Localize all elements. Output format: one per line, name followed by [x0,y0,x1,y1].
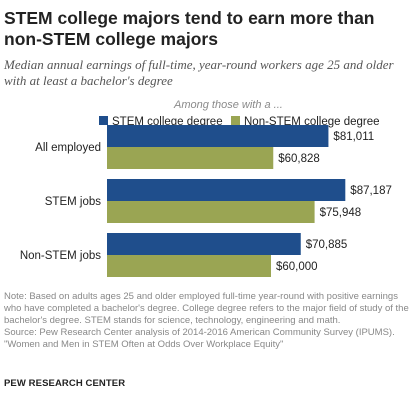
chart-title: STEM college majors tend to earn more th… [4,8,375,49]
legend-swatch-stem [99,116,108,125]
value-label-stem-non-stem-jobs: $70,885 [306,239,348,251]
chart-note: Note: Based on adults ages 25 and older … [4,291,416,351]
value-label-non-stem-all-employed: $60,828 [278,153,320,165]
bar-stem-all-employed [107,125,329,147]
bar-stem-non-stem-jobs [107,233,301,255]
bar-chart: Among those with a ... STEM college degr… [20,99,392,277]
legend-heading: Among those with a ... [173,99,283,111]
value-label-non-stem-non-stem-jobs: $60,000 [276,261,318,273]
category-label-non-stem-jobs: Non-STEM jobs [20,250,101,262]
value-label-non-stem-stem-jobs: $75,948 [320,207,362,219]
bar-non-stem-all-employed [107,147,274,169]
category-label-stem-jobs: STEM jobs [45,196,101,208]
value-label-stem-all-employed: $81,011 [333,131,374,143]
bar-stem-stem-jobs [107,179,346,201]
category-label-all-employed: All employed [35,142,101,154]
report-title: "Women and Men in STEM Often at Odds Ove… [4,339,284,350]
source-text: Source: Pew Research Center analysis of … [4,327,395,338]
brand-logo-text: PEW RESEARCH CENTER [4,378,126,389]
note-text: Note: Based on adults ages 25 and older … [4,291,409,326]
bar-non-stem-stem-jobs [107,201,315,223]
bar-non-stem-non-stem-jobs [107,255,271,277]
value-label-stem-stem-jobs: $87,187 [350,185,392,197]
legend-swatch-non-stem [231,116,240,125]
bars-group: All employed $81,011 $60,828 STEM jobs $87,1… [20,125,392,277]
chart-subtitle: Median annual earnings of full-time, yea… [4,57,394,88]
